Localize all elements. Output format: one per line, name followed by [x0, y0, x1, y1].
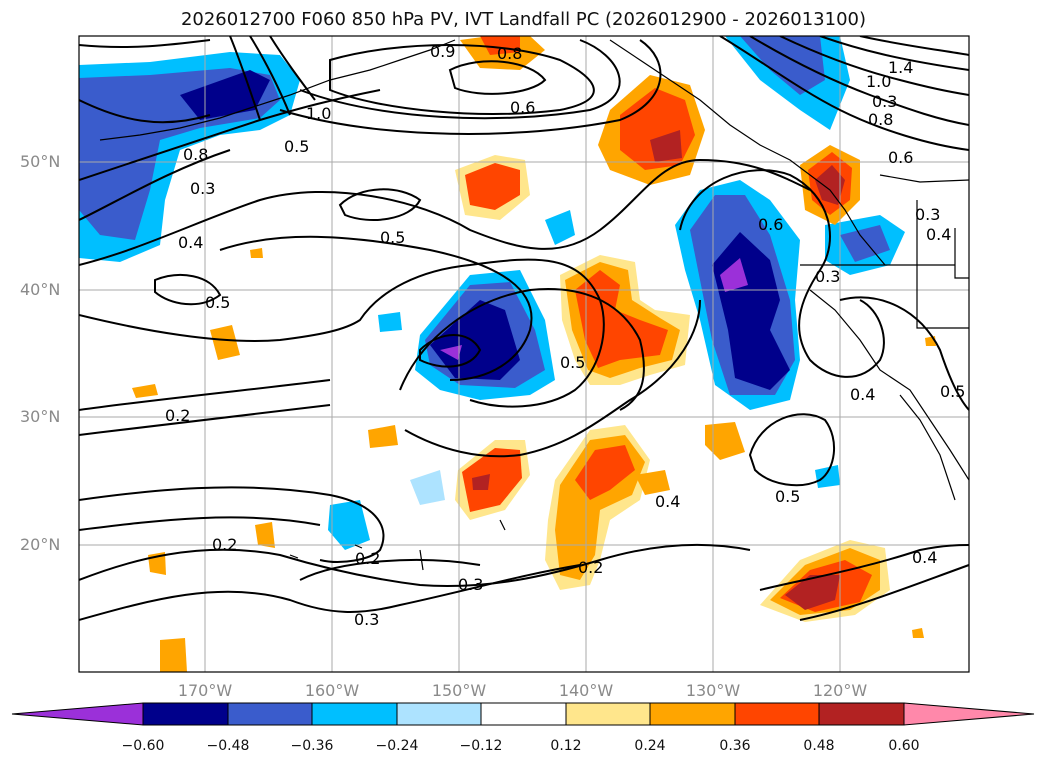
contour-label: 0.4 [178, 233, 204, 252]
colorbar-tick: 0.12 [550, 738, 582, 754]
contour-label: 0.8 [183, 145, 209, 164]
contour-label: 1.0 [866, 72, 892, 91]
contour-label: 0.6 [888, 148, 914, 167]
lon-label: 120°W [812, 681, 868, 700]
contour-label: 0.5 [284, 137, 310, 156]
contour-label: 0.3 [190, 179, 216, 198]
lon-label: 170°W [177, 681, 233, 700]
contour-label: 0.6 [758, 215, 784, 234]
contour-label: 0.3 [815, 267, 841, 286]
colorbar-tick: 0.48 [803, 738, 835, 754]
map-title: 2026012700 F060 850 hPa PV, IVT Landfall… [180, 9, 867, 30]
contour-label: 0.8 [497, 44, 523, 63]
contour-label: 0.3 [458, 575, 484, 594]
contour-label: 1.4 [888, 58, 914, 77]
contour-label: 0.5 [380, 228, 406, 247]
lat-label: 30°N [20, 407, 61, 426]
contour-label: 0.5 [775, 487, 801, 506]
contour-label: 0.4 [926, 225, 952, 244]
lon-label: 160°W [304, 681, 360, 700]
contour-label: 0.3 [872, 92, 898, 111]
colorbar-tick: −0.60 [121, 738, 165, 754]
map-frame [78, 35, 970, 673]
contour-label: 0.4 [655, 492, 681, 511]
lon-label: 130°W [685, 681, 741, 700]
lat-label: 40°N [20, 280, 61, 299]
colorbar-tick: 0.36 [719, 738, 751, 754]
colorbar [11, 702, 1035, 726]
contour-label: 0.2 [578, 558, 604, 577]
lat-label: 20°N [20, 535, 61, 554]
pv-contours [79, 36, 969, 621]
contour-label: 0.2 [165, 406, 191, 425]
colorbar-tick: 0.60 [888, 738, 920, 754]
contour-label: 1.0 [306, 104, 332, 123]
lon-label: 140°W [558, 681, 614, 700]
colorbar-tick: −0.24 [375, 738, 419, 754]
contour-label: 0.5 [940, 382, 966, 401]
contour-label: 0.9 [430, 42, 456, 61]
colorbar-tick: −0.48 [206, 738, 250, 754]
lon-label: 150°W [431, 681, 487, 700]
contour-label: 0.5 [560, 353, 586, 372]
contour-label: 0.4 [912, 548, 938, 567]
contour-label: 0.8 [868, 110, 894, 129]
colorbar-tick: −0.36 [290, 738, 334, 754]
colorbar-tick: −0.12 [459, 738, 503, 754]
colorbar-tick: 0.24 [634, 738, 666, 754]
shading-layer [79, 36, 936, 672]
contour-label: 0.2 [212, 535, 238, 554]
coastline [99, 39, 969, 571]
contour-label: 0.5 [205, 293, 231, 312]
contour-label: 0.4 [850, 385, 876, 404]
contour-label: 0.3 [915, 205, 941, 224]
contour-label: 0.3 [354, 610, 380, 629]
contour-label: 0.2 [355, 549, 381, 568]
contour-label: 0.6 [510, 98, 536, 117]
lat-label: 50°N [20, 152, 61, 171]
